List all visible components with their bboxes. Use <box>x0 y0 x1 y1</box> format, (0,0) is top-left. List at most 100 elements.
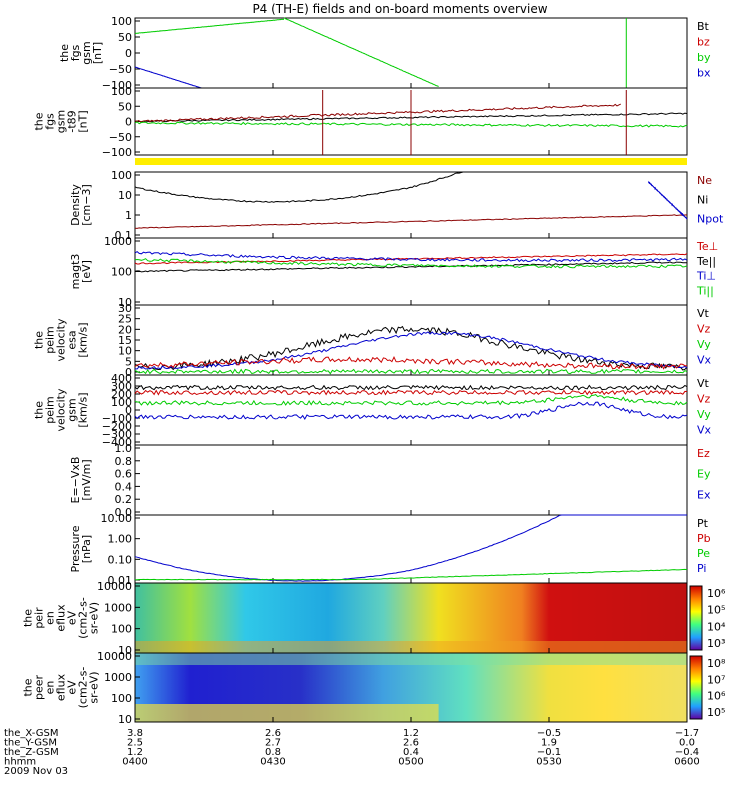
orbit-row-value: 2.7 <box>265 738 281 749</box>
elec_spec-ylabel: en <box>44 681 57 695</box>
panel-elec_spec: 10000 1000 100 10 thepeerenefluxeV(cm2-s-sr-… <box>22 650 688 726</box>
elec_spec-ylabel: eV <box>66 680 79 695</box>
temp-legend-3: Ti|| <box>696 284 714 297</box>
trace-vy <box>134 368 688 375</box>
trace-ti-perp <box>134 250 688 263</box>
fgs-legend-3: bx <box>697 67 711 80</box>
elec_spec-ytick-label: 1000 <box>104 671 132 684</box>
efield-legend-0: Ez <box>697 447 710 460</box>
orbit-row-value: 2.5 <box>127 738 143 749</box>
fgs-legend-0: Bt <box>697 20 710 33</box>
fgs-ytick-label: −50 <box>109 63 132 76</box>
vel_esa-ylabel: esa <box>66 330 79 349</box>
elec_spec-ytick-label: 10000 <box>97 650 132 663</box>
ion_spec-ylabel: (cm2-s- <box>77 597 90 639</box>
orbit-row-value: 1.2 <box>127 747 143 758</box>
elec-high-energy-band <box>135 653 687 665</box>
vel_gsm-ylabel: [km/s] <box>77 392 90 427</box>
efield-ytick-label: 0.8 <box>115 455 133 468</box>
plot-title: P4 (TH-E) fields and on-board moments ov… <box>252 2 547 16</box>
orbit-row-value: 1.9 <box>541 738 557 749</box>
trace-ti-par <box>134 258 688 269</box>
panel-efield: 1.00.80.60.40.20.0 E=−VxB[mV/m] Ez Ey Ex <box>69 442 711 519</box>
colorbar-1-label: 10⁶ <box>707 690 726 703</box>
trace-bz <box>134 103 621 123</box>
panel-density: 100 10 1 0.1 Density[cm−3] Ne Ni Npot <box>69 169 724 242</box>
temp-legend-2: Ti⊥ <box>696 270 716 283</box>
vel_gsm-ylabel: velocity <box>55 388 68 431</box>
fgs-ylabel: fgs <box>69 44 82 61</box>
vel_esa-ylabel: peim <box>44 326 57 354</box>
ion_spec-ytick-label: 10 <box>118 644 132 657</box>
orbit-row-value: 0400 <box>122 757 147 768</box>
density-ylabel: Density <box>69 184 82 226</box>
pressure-ytick-label: 0.10 <box>108 553 133 566</box>
panel-pressure: 10.00 1.00 0.10 0.01 Pressure[nPa] Pt Pb Pe Pi <box>69 512 711 587</box>
orbit-row-value: 0430 <box>260 757 285 768</box>
vel_gsm-ytick-label: 300 <box>111 380 132 393</box>
orbit-row-value: 2.6 <box>403 738 419 749</box>
vel_gsm-ytick-label: 100 <box>111 396 132 409</box>
fgs-ytick-label: 0 <box>125 47 132 60</box>
ion_spec-ylabel: en <box>44 611 57 625</box>
elec_spec-ylabel: the <box>22 678 35 696</box>
trace-vx <box>134 401 688 420</box>
elec_spec-ylabel: eflux <box>55 673 68 701</box>
vel_esa-legend-3: Vx <box>697 354 712 367</box>
vel_esa-ylabel: velocity <box>55 318 68 361</box>
orbit-row-value: 0600 <box>674 757 699 768</box>
density-ylabel: [cm−3] <box>80 184 93 226</box>
ion_spec-ytick-label: 100 <box>111 623 132 636</box>
vel_esa-ylabel: the <box>33 331 46 349</box>
vel_esa-ylabel: [km/s] <box>77 322 90 357</box>
colorbar-1: 10⁸ 10⁷ 10⁶ 10⁵ <box>689 655 726 720</box>
density-legend-2: Npot <box>697 213 724 226</box>
vel_gsm-ytick-label: −100 <box>102 412 132 425</box>
trace-pi <box>134 514 687 582</box>
orbit-row-value: −0.1 <box>537 747 561 758</box>
colorbar-0-label: 10³ <box>707 637 725 650</box>
trace-by-fall <box>283 17 439 87</box>
vel_gsm-ytick-label: 200 <box>111 388 132 401</box>
efield-ylabel: [mV/m] <box>80 459 93 500</box>
efield-ylabel: E=−VxB <box>69 457 82 504</box>
efield-ytick-label: 0.4 <box>115 480 133 493</box>
density-legend-1: Ni <box>697 193 708 206</box>
vel_esa-ytick-label: 0 <box>125 366 132 379</box>
elec_spec-ylabel: (cm2-s- <box>77 667 90 709</box>
orbit-row-value: 0500 <box>398 757 423 768</box>
trace-ni <box>134 171 643 203</box>
panel-ion_spec: 10000 1000 100 10 thepeirenefluxeV(cm2-s-sr-… <box>22 580 688 657</box>
temp-frame <box>134 237 688 306</box>
efield-ytick-label: 1.0 <box>115 442 133 455</box>
pressure-legend-0: Pt <box>697 517 709 530</box>
orbit-row-value: 1.2 <box>403 728 419 739</box>
pressure-legend-1: Pb <box>697 532 711 545</box>
fgs_zoom-ytick-label: −50 <box>109 131 132 144</box>
pressure-frame <box>134 514 688 584</box>
vel_esa-legend-2: Vy <box>697 338 711 351</box>
vel_gsm-ytick-label: −400 <box>102 436 132 449</box>
vel_gsm-legend-1: Vz <box>697 393 711 406</box>
trace-vy <box>134 394 688 406</box>
elec_spec-ytick-label: 100 <box>111 692 132 705</box>
fgs-legend-2: by <box>697 51 711 64</box>
vel_gsm-ytick-label: −200 <box>102 420 132 433</box>
colorbar-1-label: 10⁵ <box>707 706 725 719</box>
trace-vz <box>134 356 687 370</box>
temp-legend-1: Te|| <box>696 255 716 268</box>
trace-npot <box>647 180 688 220</box>
vel_gsm-ytick-label: −300 <box>102 428 132 441</box>
vel_gsm-legend-3: Vx <box>697 424 712 437</box>
trace-te-par <box>134 261 688 273</box>
ion_spec-ylabel: the <box>22 609 35 627</box>
fgs_zoom-ytick-label: 100 <box>111 85 132 98</box>
fgs_zoom-ytick-label: 0 <box>125 116 132 129</box>
vel_gsm-ylabel: gsm <box>66 398 79 421</box>
orbit-row-value: 0.4 <box>403 747 419 758</box>
vel_esa-ytick-label: 30 <box>118 302 132 315</box>
quality-flag-bar <box>135 158 687 165</box>
colorbar-1-label: 10⁸ <box>707 657 726 670</box>
